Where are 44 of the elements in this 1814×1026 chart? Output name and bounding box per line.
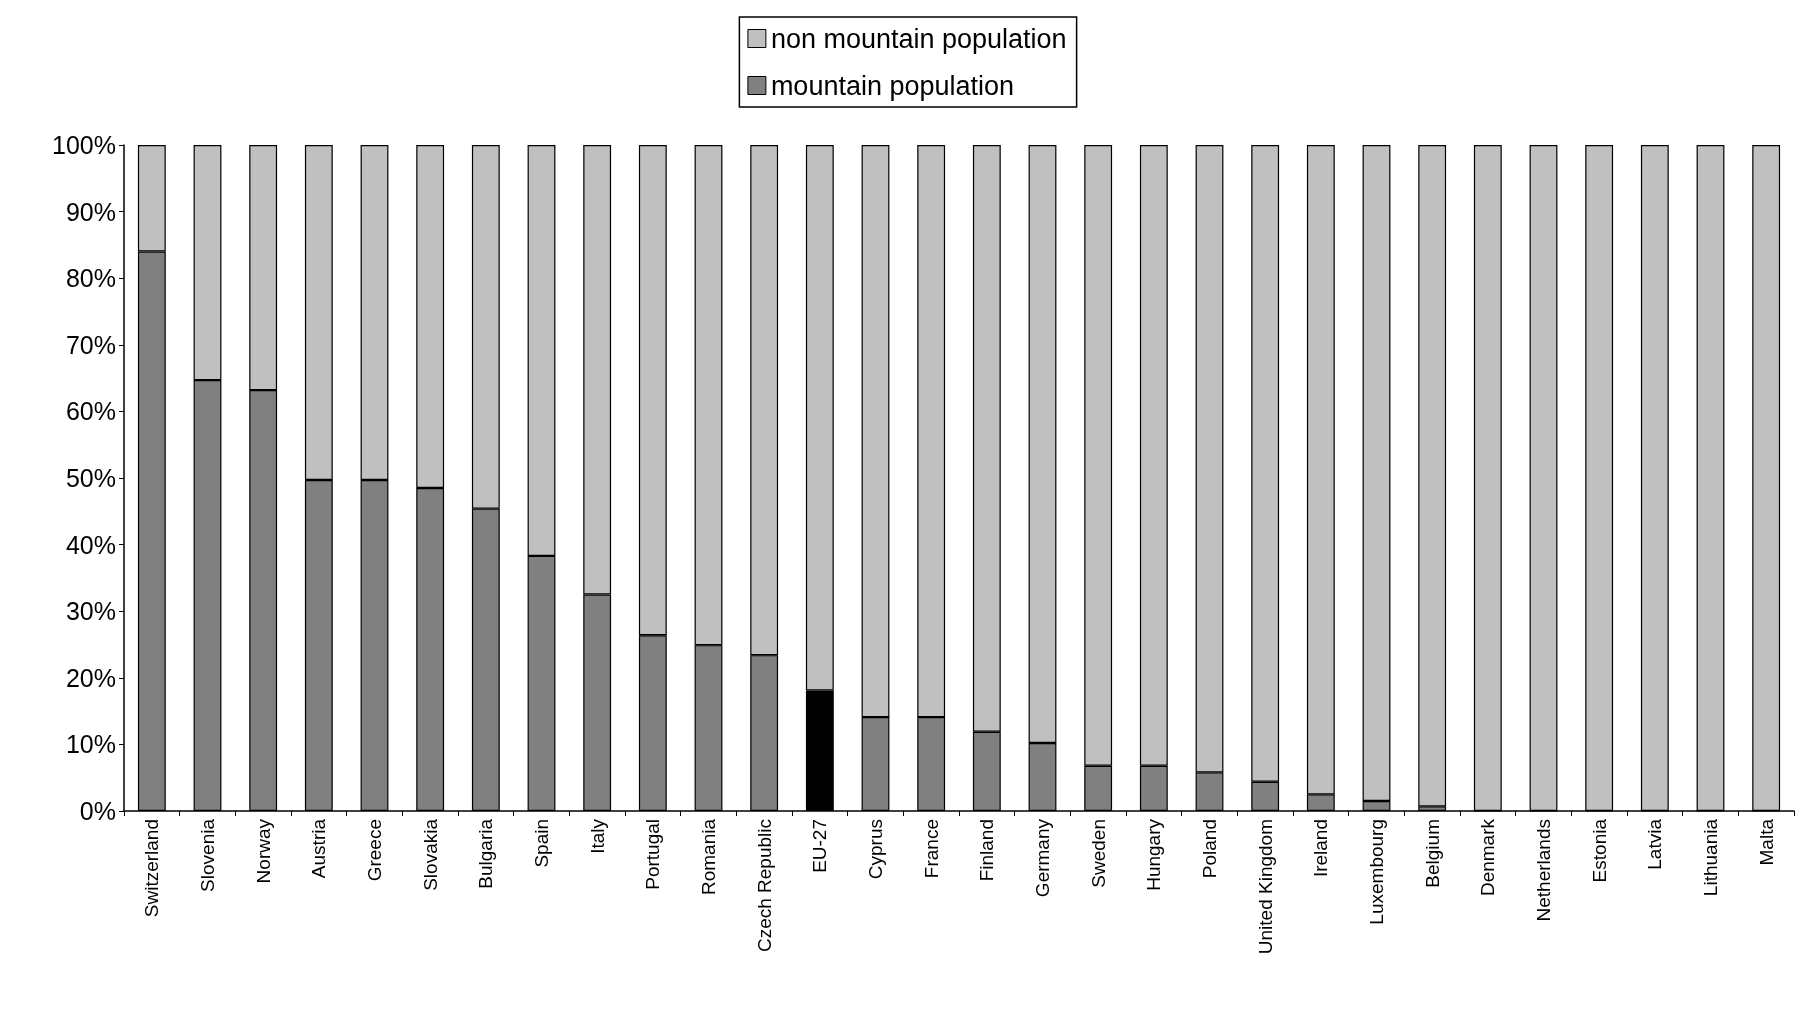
- x-tick-label: Norway: [252, 818, 274, 884]
- x-tick-label: Sweden: [1087, 819, 1109, 888]
- x-tick-label: Romania: [698, 818, 719, 896]
- y-tick-label: 100%: [52, 131, 116, 159]
- y-tick-label: 60%: [65, 397, 116, 426]
- x-tick-label: Bulgaria: [475, 818, 497, 889]
- x-tick-label: Netherlands: [1533, 819, 1554, 922]
- y-tick-label: 70%: [65, 330, 116, 359]
- y-tick-label: 20%: [65, 663, 116, 692]
- legend-label: mountain population: [770, 70, 1015, 101]
- x-tick-label: Germany: [1032, 818, 1053, 898]
- x-tick-label: Latvia: [1644, 818, 1666, 870]
- x-tick-label: Ireland: [1310, 819, 1332, 878]
- x-tick-label: Lithuania: [1700, 818, 1721, 897]
- x-tick-label: EU-27: [809, 819, 831, 873]
- y-tick-label: 10%: [65, 730, 116, 759]
- y-tick-label: 80%: [65, 264, 116, 293]
- x-tick-label: Greece: [364, 819, 385, 882]
- x-tick-label: Poland: [1199, 819, 1220, 879]
- x-tick-label: Finland: [976, 819, 998, 882]
- y-tick-label: 90%: [65, 197, 116, 226]
- y-tick-label: 0%: [79, 797, 116, 825]
- legend-label: non mountain population: [770, 23, 1067, 54]
- x-tick-label: Switzerland: [141, 819, 163, 918]
- y-tick-label: 40%: [65, 530, 116, 559]
- x-tick-label: Malta: [1755, 818, 1777, 866]
- x-tick-label: United Kingdom: [1254, 819, 1276, 955]
- x-tick-label: Spain: [531, 819, 552, 868]
- x-tick-label: Italy: [586, 818, 608, 854]
- x-tick-label: Luxembourg: [1366, 819, 1387, 925]
- x-tick-label: Estonia: [1588, 818, 1610, 883]
- bar: [1418, 145, 1447, 807]
- x-tick-label: Cyprus: [865, 819, 886, 880]
- x-tick-label: Portugal: [642, 819, 664, 890]
- x-tick-label: Denmark: [1477, 818, 1499, 897]
- x-tick-label: France: [920, 819, 942, 879]
- x-tick-label: Austria: [308, 818, 330, 879]
- y-tick-label: 50%: [65, 464, 116, 492]
- x-tick-label: Hungary: [1143, 818, 1165, 891]
- y-tick-label: 30%: [65, 597, 116, 626]
- x-tick-label: Slovenia: [197, 818, 218, 892]
- x-tick-label: Czech Republic: [753, 819, 775, 953]
- x-tick-label: Belgium: [1421, 819, 1443, 888]
- x-tick-label: Slovakia: [419, 818, 441, 891]
